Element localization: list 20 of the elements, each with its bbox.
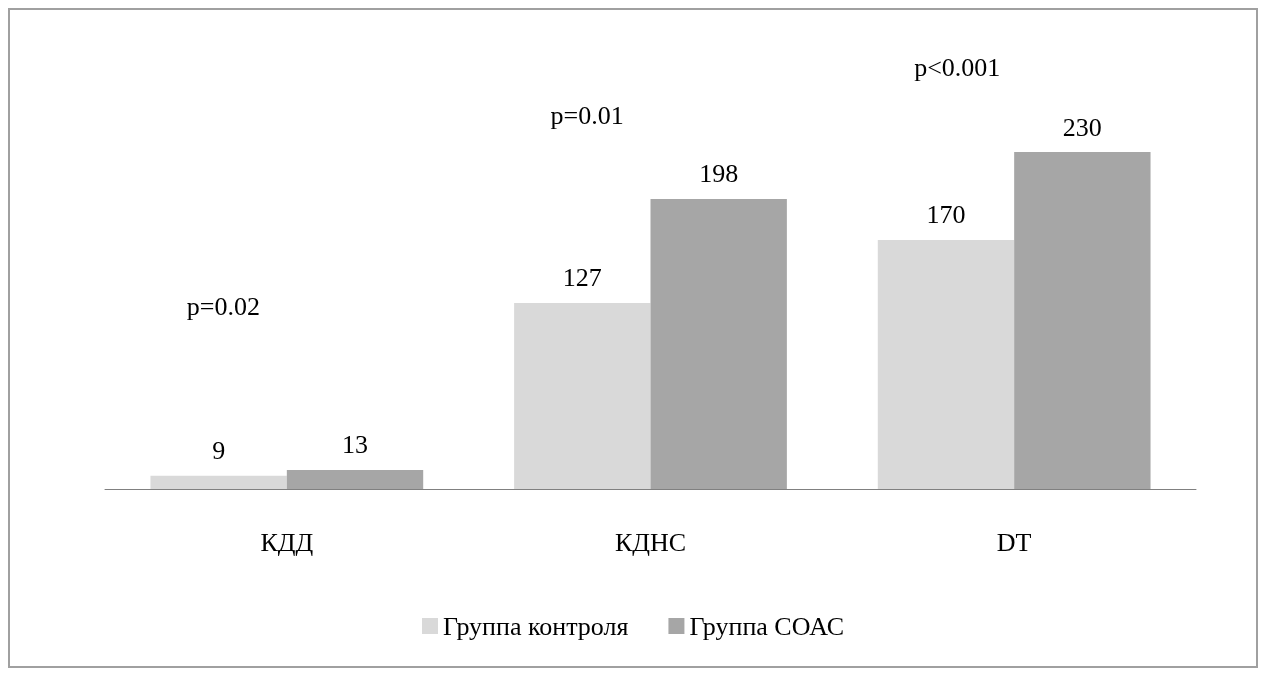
data-label: 127 xyxy=(562,263,602,293)
data-label: 9 xyxy=(212,436,226,466)
x-tick-label: DT xyxy=(996,527,1032,557)
bar xyxy=(514,302,651,489)
legend-label: Группа СОАС xyxy=(689,611,844,641)
bar xyxy=(1014,152,1151,489)
bar xyxy=(286,469,424,489)
data-label: 230 xyxy=(1062,112,1102,142)
annotation: p=0.02 xyxy=(186,292,261,322)
legend-label: Группа контроля xyxy=(443,611,629,641)
data-label: 198 xyxy=(699,159,739,189)
data-label: 13 xyxy=(342,430,369,460)
bar xyxy=(150,475,287,489)
text: p=0.01 xyxy=(550,101,624,131)
x-tick-label: КДНС xyxy=(614,527,687,557)
bar xyxy=(877,239,1015,489)
x-tick-label: КДД xyxy=(260,527,314,557)
data-label: 170 xyxy=(926,200,966,230)
text: p<0.001 xyxy=(914,52,1001,82)
bar xyxy=(650,198,787,489)
